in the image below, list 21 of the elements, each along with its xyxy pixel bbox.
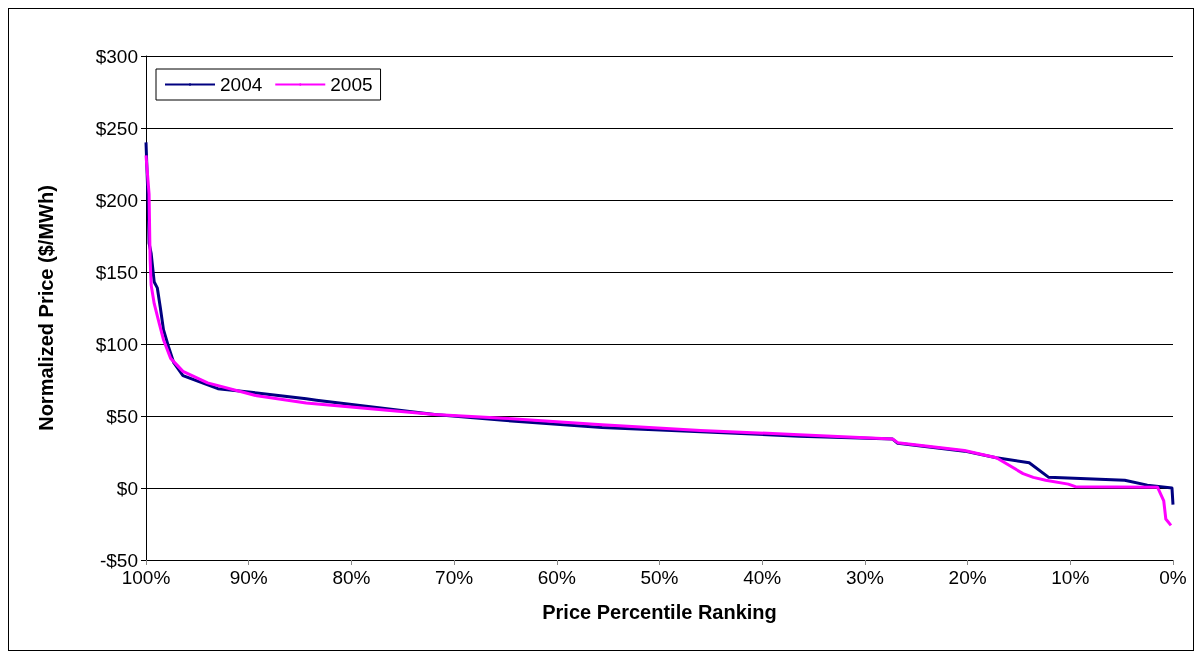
x-tick-label: 90% <box>229 567 268 588</box>
x-tick-label: 0% <box>1159 567 1187 588</box>
y-tick-label: $0 <box>116 477 138 499</box>
y-axis-title: Normalized Price ($/MWh) <box>35 185 57 431</box>
y-tick-label: $300 <box>95 45 138 67</box>
y-tick-label: $200 <box>95 189 138 211</box>
x-tick-label: 60% <box>537 567 576 588</box>
x-tick-label: 20% <box>948 567 987 588</box>
y-tick-label: $250 <box>95 117 138 139</box>
x-tick-label: 10% <box>1051 567 1090 588</box>
x-tick-label: 70% <box>435 567 474 588</box>
y-tick-label: $150 <box>95 261 138 283</box>
y-tick-label: $50 <box>106 405 138 427</box>
x-tick-label: 30% <box>845 567 885 588</box>
legend-label: 2004 <box>220 74 263 95</box>
x-tick-label: 50% <box>640 567 679 588</box>
x-tick-label: 40% <box>743 567 782 588</box>
x-axis-title: Price Percentile Ranking <box>542 601 777 623</box>
y-tick-label: $100 <box>95 333 138 355</box>
legend-label: 2005 <box>330 74 373 95</box>
x-tick-label: 80% <box>332 567 371 588</box>
